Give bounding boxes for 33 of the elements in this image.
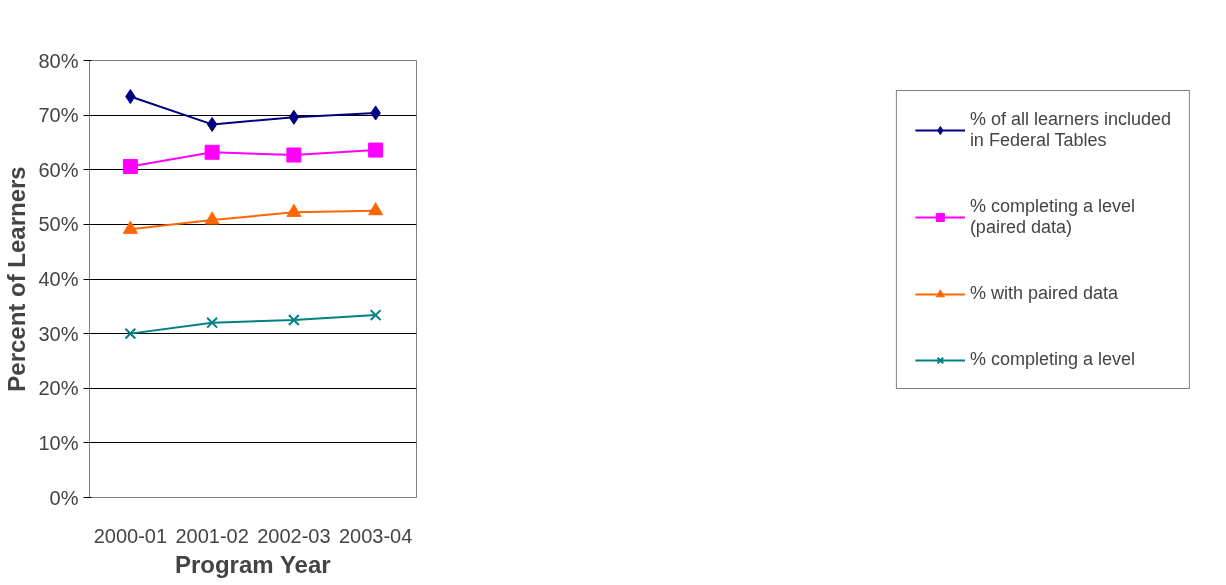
point (204, 144, 220, 160)
x-tick-label: 2000-01 (93, 524, 168, 547)
x-tick-label: 2002-03 (257, 524, 331, 547)
y-tick-label: 80% (38, 49, 79, 72)
legend-label: % with paired data (969, 283, 1118, 304)
legend-label: % of all learners included in Federal Tables (969, 109, 1171, 151)
y-tick-label: 10% (38, 431, 79, 454)
point (287, 314, 300, 326)
point (122, 220, 138, 234)
y-tick-label: 70% (38, 104, 79, 127)
point (122, 158, 138, 174)
legend-label: % completing a level (969, 349, 1135, 370)
y-tick-label: 20% (38, 377, 79, 400)
y-tick-label: 60% (38, 158, 79, 181)
point (286, 203, 302, 217)
point (286, 147, 302, 163)
legend-label: % completing a level (paired data) (969, 196, 1135, 238)
y-tick-label: 0% (49, 486, 79, 509)
point (206, 116, 218, 132)
point (124, 327, 137, 340)
point (288, 109, 300, 125)
point (368, 202, 384, 216)
x-tick-label: 2003-04 (338, 524, 413, 547)
point (369, 309, 382, 321)
point (368, 142, 384, 158)
point (204, 211, 220, 225)
y-tick-label: 30% (38, 322, 79, 345)
y-tick-label: 50% (38, 213, 79, 236)
x-axis-title: Program Year (174, 550, 331, 578)
y-tick-label: 40% (38, 268, 79, 290)
x-tick-label: 2001-02 (175, 524, 249, 547)
y-axis-title: Percent of Learners (3, 166, 31, 392)
point (206, 316, 219, 329)
